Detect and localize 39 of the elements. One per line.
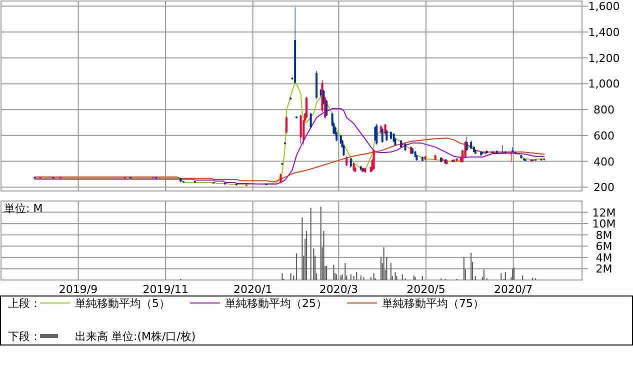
candlestick bbox=[340, 134, 342, 144]
y-tick-label: 6M bbox=[596, 240, 612, 254]
legend-label: 単純移動平均（25） bbox=[225, 297, 327, 310]
candlestick bbox=[310, 112, 312, 129]
y-axis-title: 単位: M bbox=[4, 202, 43, 215]
y-tick-label: 1,600 bbox=[588, 0, 620, 14]
y-tick-label: 4M bbox=[596, 251, 612, 264]
y-tick-label: 1,000 bbox=[588, 78, 620, 91]
y-tick-label: 400 bbox=[594, 155, 614, 168]
line-series bbox=[34, 82, 545, 185]
legend-label: 単純移動平均（75） bbox=[382, 297, 484, 310]
line-series bbox=[34, 138, 545, 182]
candlestick bbox=[300, 114, 302, 144]
legend-label: 単純移動平均（5） bbox=[75, 297, 170, 310]
candlestick bbox=[376, 123, 378, 145]
y-tick-label: 800 bbox=[594, 104, 614, 117]
y-tick-label: 200 bbox=[594, 181, 614, 194]
x-tick-label: 2020/3 bbox=[319, 283, 358, 296]
line-series bbox=[34, 108, 545, 185]
y-tick-label: 10M bbox=[592, 218, 616, 231]
x-tick-label: 2019/9 bbox=[58, 283, 98, 296]
candlestick bbox=[306, 96, 308, 119]
y-tick-label: 8M bbox=[596, 228, 612, 242]
y-tick-label: 1,200 bbox=[588, 52, 620, 65]
legend-title: 上段： bbox=[8, 297, 41, 310]
x-tick-label: 2019/11 bbox=[142, 283, 188, 296]
candlestick bbox=[285, 116, 288, 134]
legend-title: 下段： bbox=[8, 330, 41, 343]
candlestick bbox=[280, 173, 282, 184]
y-tick-label: 1,400 bbox=[588, 26, 620, 40]
y-tick-label: 600 bbox=[594, 129, 614, 142]
y-tick-label: 2M bbox=[596, 262, 612, 276]
x-tick-label: 2020/7 bbox=[494, 283, 533, 296]
x-tick-label: 2020/5 bbox=[406, 283, 446, 296]
candlestick bbox=[350, 158, 352, 168]
x-tick-label: 2020/1 bbox=[234, 283, 272, 296]
y-tick-label: 12M bbox=[592, 206, 616, 220]
legend-label: 出来高 単位:(M株/口/枚) bbox=[75, 330, 196, 343]
candlestick bbox=[346, 156, 348, 167]
